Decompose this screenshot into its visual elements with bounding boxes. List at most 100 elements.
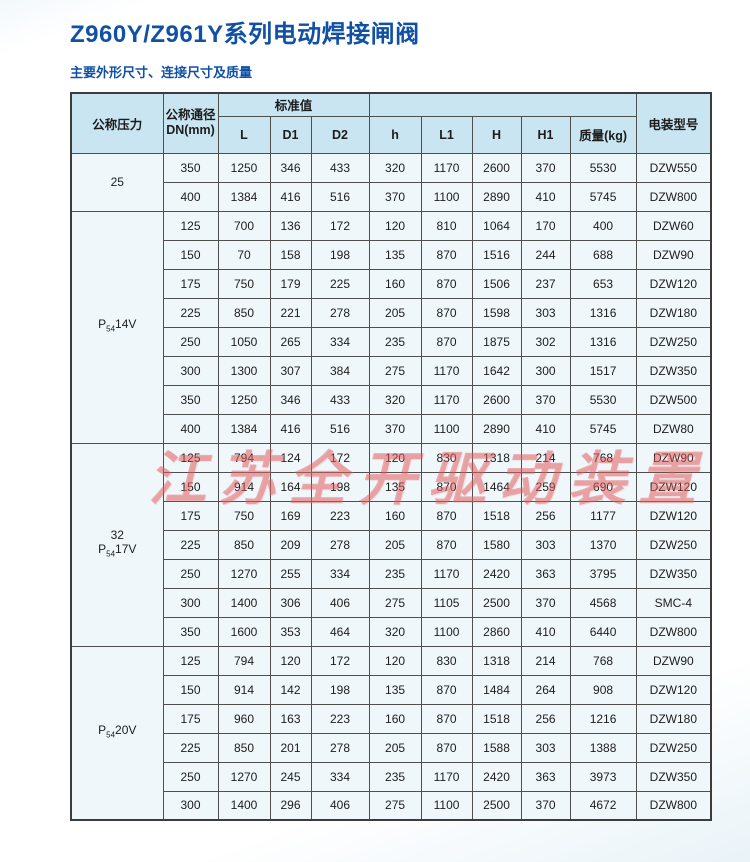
value-cell: 1250 (217, 384, 271, 415)
value-cell: 205 (368, 529, 422, 560)
spec-table-wrap: 公称压力 公称通径 DN(mm) 标准值 电装型号 L D1 D2 h L1 H… (70, 92, 713, 821)
value-cell: 400 (569, 210, 637, 241)
value-cell: 464 (310, 616, 370, 647)
value-cell: 416 (269, 181, 312, 212)
value-cell: 1580 (471, 529, 522, 560)
value-cell: 914 (217, 674, 271, 705)
header-pressure: 公称压力 (70, 92, 164, 154)
value-cell: 172 (310, 645, 370, 676)
value-cell: 1370 (569, 529, 637, 560)
value-cell: 1105 (420, 587, 473, 618)
value-cell: 870 (420, 674, 473, 705)
value-cell: 1170 (420, 152, 473, 183)
value-cell: 406 (310, 587, 370, 618)
model-cell: DZW120 (635, 500, 712, 531)
value-cell: 1598 (471, 297, 522, 328)
value-cell: 164 (269, 471, 312, 502)
value-cell: 870 (420, 500, 473, 531)
table-row: 300 1400 306 406 275 1105 2500 370 4568 SMC-4 (71, 587, 712, 618)
value-cell: 198 (310, 239, 370, 270)
value-cell: 209 (269, 529, 312, 560)
spec-table: 公称压力 公称通径 DN(mm) 标准值 电装型号 L D1 D2 h L1 H… (70, 92, 713, 821)
value-cell: 850 (217, 297, 271, 328)
value-cell: 516 (310, 413, 370, 444)
value-cell: 275 (368, 587, 422, 618)
model-cell: DZW350 (635, 355, 712, 386)
value-cell: 235 (368, 326, 422, 357)
value-cell: 300 (520, 355, 571, 386)
value-cell: 1300 (217, 355, 271, 386)
value-cell: 136 (269, 210, 312, 241)
dn-cell: 350 (162, 616, 219, 647)
model-cell: DZW120 (635, 268, 712, 299)
value-cell: 320 (368, 616, 422, 647)
dn-cell: 125 (162, 210, 219, 241)
value-cell: 960 (217, 703, 271, 734)
value-cell: 172 (310, 442, 370, 473)
value-cell: 768 (569, 442, 637, 473)
value-cell: 5745 (569, 413, 637, 444)
value-cell: 1516 (471, 239, 522, 270)
table-body: 25 350 1250 346 433 320 1170 2600 370 5530 DZW550 4… (70, 152, 712, 821)
value-cell: 353 (269, 616, 312, 647)
value-cell: 4672 (569, 790, 637, 821)
value-cell: 135 (368, 239, 422, 270)
value-cell: 653 (569, 268, 637, 299)
value-cell: 370 (520, 384, 571, 415)
value-cell: 1216 (569, 703, 637, 734)
value-cell: 6440 (569, 616, 637, 647)
model-cell: DZW250 (635, 732, 712, 763)
value-cell: 172 (310, 210, 370, 241)
header-col-D2: D2 (310, 115, 370, 154)
value-cell: 255 (269, 558, 312, 589)
value-cell: 278 (310, 297, 370, 328)
value-cell: 1400 (217, 587, 271, 618)
value-cell: 794 (217, 645, 271, 676)
model-cell: DZW120 (635, 471, 712, 502)
dn-cell: 225 (162, 297, 219, 328)
table-row: 225 850 209 278 205 870 1580 303 1370 DZW250 (71, 529, 712, 560)
table-row: 150 914 142 198 135 870 1484 264 908 DZW120 (71, 674, 712, 705)
value-cell: 223 (310, 703, 370, 734)
value-cell: 235 (368, 761, 422, 792)
value-cell: 3795 (569, 558, 637, 589)
value-cell: 225 (310, 268, 370, 299)
header-col-H1: H1 (520, 115, 571, 154)
value-cell: 830 (420, 442, 473, 473)
value-cell: 124 (269, 442, 312, 473)
value-cell: 201 (269, 732, 312, 763)
table-row: P5414V 125 700 136 172 120 810 1064 170 400 DZW60 (70, 210, 712, 444)
table-row: 250 1270 255 334 235 1170 2420 363 3795 DZW350 (71, 558, 712, 589)
table-row: 150 70 158 198 135 870 1516 244 688 DZW90 (71, 239, 712, 270)
value-cell: 265 (269, 326, 312, 357)
value-cell: 163 (269, 703, 312, 734)
value-cell: 410 (520, 616, 571, 647)
value-cell: 1517 (569, 355, 637, 386)
table-row: 175 960 163 223 160 870 1518 256 1216 DZW180 (71, 703, 712, 734)
value-cell: 908 (569, 674, 637, 705)
value-cell: 245 (269, 761, 312, 792)
value-cell: 750 (217, 500, 271, 531)
value-cell: 370 (520, 587, 571, 618)
dn-cell: 175 (162, 268, 219, 299)
value-cell: 1170 (420, 384, 473, 415)
value-cell: 307 (269, 355, 312, 386)
value-cell: 516 (310, 181, 370, 212)
value-cell: 2600 (471, 384, 522, 415)
value-cell: 1388 (569, 732, 637, 763)
value-cell: 346 (269, 152, 312, 183)
value-cell: 870 (420, 703, 473, 734)
value-cell: 334 (310, 558, 370, 589)
model-cell: DZW180 (635, 703, 712, 734)
value-cell: 370 (368, 413, 422, 444)
table-row: 400 1384 416 516 370 1100 2890 410 5745 DZW80 (71, 413, 712, 444)
dn-cell: 400 (162, 413, 219, 444)
value-cell: 3973 (569, 761, 637, 792)
value-cell: 870 (420, 297, 473, 328)
value-cell: 5530 (569, 384, 637, 415)
value-cell: 688 (569, 239, 637, 270)
model-cell: DZW120 (635, 674, 712, 705)
value-cell: 750 (217, 268, 271, 299)
table-row: 300 1300 307 384 275 1170 1642 300 1517 DZW350 (71, 355, 712, 386)
dn-cell: 150 (162, 239, 219, 270)
